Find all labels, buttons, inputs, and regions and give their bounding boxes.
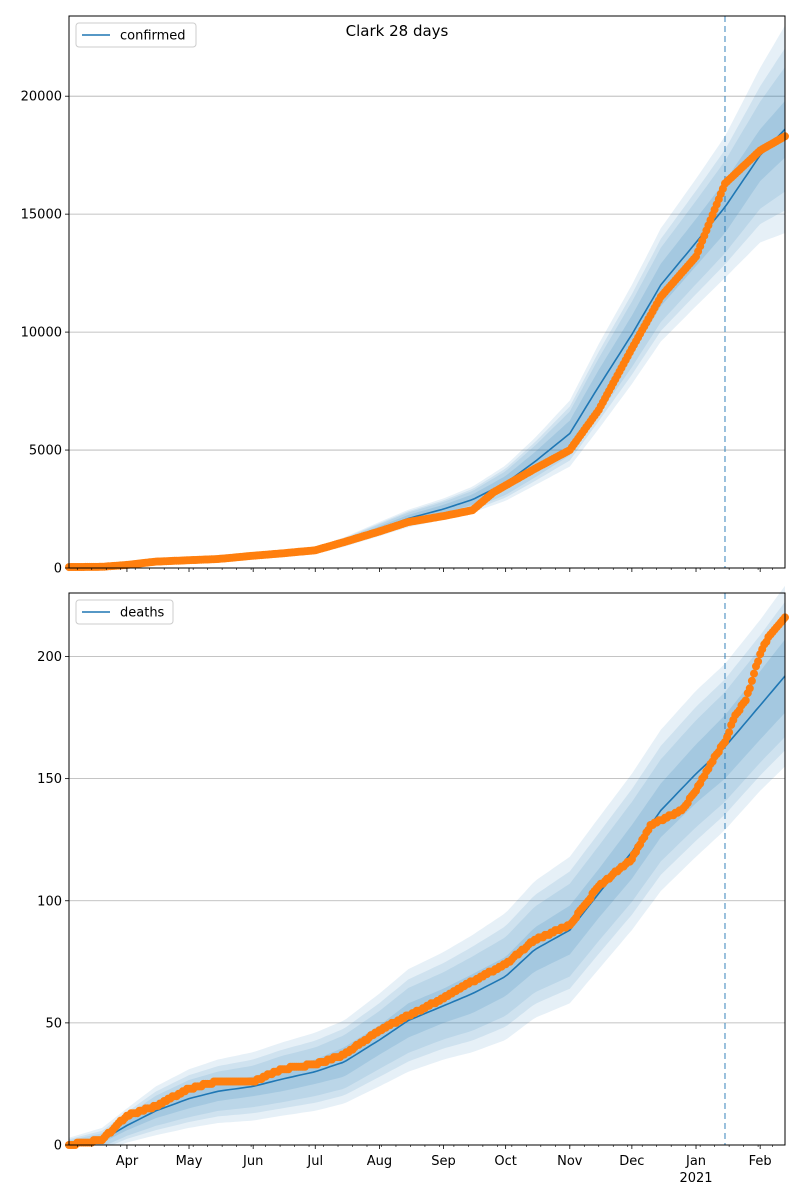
deaths-observed-point bbox=[747, 676, 756, 685]
confirmed-band-1 bbox=[69, 48, 785, 568]
deaths-observed-point bbox=[750, 669, 758, 678]
deaths-ytick-label: 0 bbox=[54, 1139, 62, 1154]
deaths-bands bbox=[69, 585, 785, 1145]
deaths-observed-points bbox=[65, 613, 789, 1149]
deaths-y-axis: 0 50 100 150 200 bbox=[37, 650, 69, 1154]
confirmed-ytick-label: 10000 bbox=[21, 326, 62, 341]
confirmed-ytick-label: 20000 bbox=[21, 90, 62, 105]
confirmed-y-axis: 0 5000 10000 15000 20000 bbox=[21, 90, 69, 577]
xtick-label-dec: Dec bbox=[619, 1154, 644, 1169]
confirmed-legend-label: confirmed bbox=[120, 29, 186, 44]
deaths-model-line bbox=[68, 675, 786, 1146]
confirmed-x-axis bbox=[76, 568, 773, 572]
deaths-legend-box bbox=[75, 599, 174, 625]
xtick-label-apr: Apr bbox=[116, 1154, 139, 1169]
deaths-observed-point bbox=[745, 684, 754, 693]
confirmed-observed-points bbox=[65, 132, 789, 572]
confirmed-ytick-label: 5000 bbox=[29, 444, 62, 459]
deaths-ytick-label: 50 bbox=[45, 1016, 62, 1031]
confirmed-ytick-label: 15000 bbox=[21, 208, 62, 223]
xtick-label-may: May bbox=[176, 1154, 203, 1169]
xtick-label-jun: Jun bbox=[242, 1154, 263, 1169]
deaths-band-1 bbox=[69, 601, 785, 1145]
confirmed-bands bbox=[69, 25, 785, 568]
xtick-label-aug: Aug bbox=[367, 1154, 392, 1169]
xtick-year-label: 2021 bbox=[679, 1171, 712, 1186]
confirmed-band-0 bbox=[69, 25, 785, 568]
confirmed-gridlines bbox=[69, 95, 785, 451]
xtick-label-feb: Feb bbox=[749, 1154, 772, 1169]
confirmed-legend: confirmed bbox=[75, 22, 197, 48]
xtick-label-jan: Jan bbox=[685, 1154, 706, 1169]
deaths-observed-point bbox=[725, 728, 734, 737]
confirmed-model-median bbox=[69, 128, 786, 568]
figure-title: Clark 28 days bbox=[346, 22, 449, 40]
deaths-panel: 0 50 100 150 200 Apr May Jun Jul Aug Sep Oct Nov Dec… bbox=[37, 585, 789, 1186]
deaths-x-axis: Apr May Jun Jul Aug Sep Oct Nov Dec Jan Feb 2021 bbox=[76, 1145, 773, 1186]
xtick-label-jul: Jul bbox=[306, 1154, 323, 1169]
deaths-ytick-label: 100 bbox=[37, 894, 62, 909]
confirmed-panel: 0 5000 10000 15000 20000 confirmed bbox=[21, 15, 789, 577]
xtick-label-oct: Oct bbox=[494, 1154, 516, 1169]
confirmed-band-inner bbox=[69, 100, 785, 567]
xtick-label-nov: Nov bbox=[557, 1154, 583, 1169]
deaths-model-median bbox=[68, 675, 786, 1146]
deaths-axes-frame bbox=[68, 592, 786, 1146]
deaths-gridlines bbox=[69, 656, 785, 1024]
confirmed-ytick-label: 0 bbox=[54, 562, 62, 577]
deaths-band-0 bbox=[69, 585, 785, 1145]
deaths-ytick-label: 200 bbox=[37, 650, 62, 665]
deaths-legend-label: deaths bbox=[120, 606, 165, 621]
confirmed-model-line bbox=[69, 128, 786, 568]
deaths-legend: deaths bbox=[75, 599, 174, 625]
confirmed-axes-frame bbox=[68, 15, 786, 569]
deaths-observed-point bbox=[741, 696, 750, 705]
xtick-label-sep: Sep bbox=[431, 1154, 456, 1169]
deaths-observed-point bbox=[754, 657, 763, 666]
deaths-band-2 bbox=[69, 615, 785, 1145]
confirmed-legend-box bbox=[75, 22, 197, 48]
deaths-ytick-label: 150 bbox=[37, 772, 62, 787]
